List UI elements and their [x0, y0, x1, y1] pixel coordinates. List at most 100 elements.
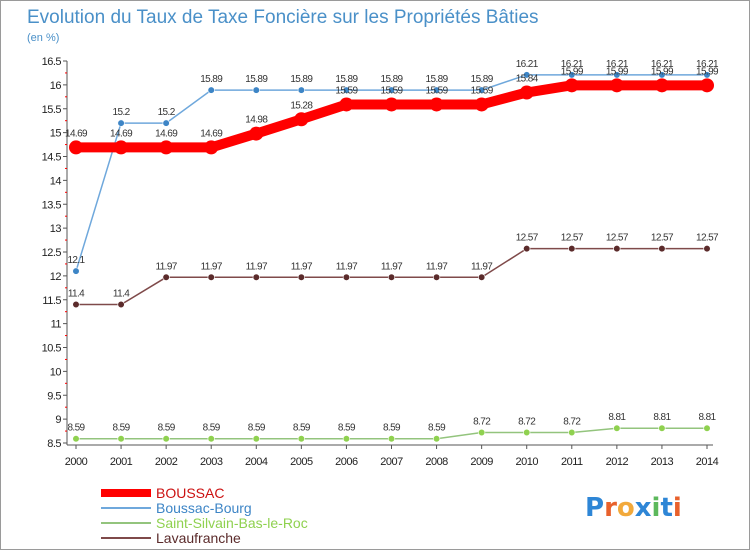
data-label-boussac-bourg: 15.89 — [245, 74, 268, 85]
series-layer — [69, 71, 714, 443]
point-boussac-bourg — [523, 71, 531, 79]
point-boussac-bourg — [207, 86, 215, 94]
x-tick-label: 2006 — [335, 456, 358, 468]
point-boussac-bourg — [613, 71, 621, 79]
point-saint-silvain-bas-le-roc — [252, 435, 260, 443]
point-boussac-bourg — [703, 71, 711, 79]
x-tick-label: 2012 — [606, 456, 629, 468]
point-lavaufranche — [658, 245, 666, 253]
data-label-lavaufranche: 12.57 — [561, 233, 584, 244]
point-boussac — [474, 97, 489, 112]
x-tick-label: 2014 — [696, 456, 719, 468]
data-label-saint-silvain-bas-le-roc: 8.72 — [563, 416, 581, 427]
point-boussac — [339, 97, 354, 112]
y-tick-label: 12.5 — [42, 247, 62, 259]
point-boussac-bourg — [162, 119, 170, 127]
x-tick-label: 2011 — [561, 456, 583, 468]
logo-letter: i — [673, 493, 682, 523]
data-label-saint-silvain-bas-le-roc: 8.59 — [383, 423, 401, 434]
point-saint-silvain-bas-le-roc — [658, 424, 666, 432]
logo-letter: P — [585, 493, 604, 523]
data-label-boussac: 14.69 — [200, 128, 223, 139]
x-tick-label: 2010 — [515, 456, 538, 468]
point-boussac — [249, 126, 264, 141]
data-label-boussac-bourg: 12.1 — [67, 255, 85, 266]
chart-title: Evolution du Taux de Taxe Foncière sur l… — [27, 7, 539, 28]
y-tick-label: 14.5 — [42, 152, 62, 164]
point-saint-silvain-bas-le-roc — [72, 435, 80, 443]
data-label-saint-silvain-bas-le-roc: 8.81 — [653, 412, 671, 423]
data-label-boussac-bourg: 15.2 — [113, 107, 131, 118]
data-label-saint-silvain-bas-le-roc: 8.59 — [338, 423, 356, 434]
data-label-boussac-bourg: 15.2 — [158, 107, 176, 118]
data-label-boussac: 14.69 — [155, 128, 178, 139]
y-tick-label: 11 — [51, 319, 62, 331]
point-boussac — [159, 140, 174, 155]
y-tick-label: 13.5 — [42, 199, 62, 211]
x-tick-label: 2004 — [245, 456, 268, 468]
point-saint-silvain-bas-le-roc — [432, 435, 441, 443]
y-tick-label: 16 — [50, 80, 62, 92]
data-label-saint-silvain-bas-le-roc: 8.72 — [518, 416, 536, 427]
point-boussac-bourg — [478, 86, 486, 94]
data-label-boussac-bourg: 15.89 — [290, 74, 313, 85]
y-tick-label: 14 — [50, 175, 62, 187]
data-label-boussac-bourg: 15.89 — [471, 74, 494, 85]
data-label-boussac-bourg: 15.89 — [335, 74, 358, 85]
unit-label: (en %) — [27, 32, 59, 44]
x-tick-label: 2013 — [651, 456, 674, 468]
point-lavaufranche — [432, 273, 441, 281]
data-label-lavaufranche: 11.97 — [155, 261, 177, 272]
data-label-boussac: 15.59 — [471, 85, 494, 96]
point-lavaufranche — [252, 273, 260, 281]
point-boussac — [384, 97, 399, 112]
point-saint-silvain-bas-le-roc — [568, 428, 576, 437]
y-tick-label: 9 — [55, 414, 61, 426]
point-lavaufranche — [703, 245, 711, 253]
logo-letter: t — [660, 493, 672, 523]
legend: BOUSSACBoussac-BourgSaint-Silvain-Bas-le… — [101, 485, 308, 546]
data-label-lavaufranche: 11.97 — [291, 261, 313, 272]
point-lavaufranche — [207, 273, 215, 281]
x-tick-label: 2005 — [290, 456, 313, 468]
logo-letter: o — [617, 493, 635, 523]
logo-letter: x — [635, 493, 652, 523]
point-lavaufranche — [568, 245, 576, 253]
point-boussac-bourg — [387, 86, 396, 94]
point-lavaufranche — [387, 273, 396, 281]
y-tick-label: 15 — [50, 128, 62, 140]
y-tick-label: 13 — [50, 223, 62, 235]
logo-letter: i — [652, 493, 661, 523]
point-boussac-bourg — [568, 71, 576, 79]
x-tick-label: 2001 — [110, 456, 133, 468]
data-label-boussac: 15.59 — [426, 85, 449, 96]
data-label-boussac-bourg: 15.89 — [426, 74, 449, 85]
point-boussac — [204, 140, 219, 155]
point-lavaufranche — [523, 245, 531, 253]
point-boussac-bourg — [117, 119, 125, 127]
x-tick-label: 2008 — [425, 456, 448, 468]
data-label-saint-silvain-bas-le-roc: 8.59 — [428, 423, 446, 434]
point-saint-silvain-bas-le-roc — [613, 424, 621, 432]
data-label-lavaufranche: 11.97 — [201, 261, 223, 272]
data-label-boussac: 15.59 — [335, 85, 358, 96]
point-lavaufranche — [342, 273, 351, 281]
legend-label-boussac-bourg: Boussac-Bourg — [156, 500, 252, 516]
x-tick-label: 2000 — [65, 456, 88, 468]
y-tick-label: 16.5 — [42, 56, 62, 68]
point-boussac — [654, 78, 669, 93]
data-label-boussac: 15.28 — [290, 100, 313, 111]
point-boussac-bourg — [342, 86, 351, 94]
point-saint-silvain-bas-le-roc — [523, 428, 531, 437]
point-lavaufranche — [162, 273, 170, 281]
data-label-saint-silvain-bas-le-roc: 8.59 — [113, 423, 131, 434]
y-tick-label: 11.5 — [42, 295, 61, 307]
point-boussac — [564, 78, 579, 93]
legend-label-saint-silvain-bas-le-roc: Saint-Silvain-Bas-le-Roc — [156, 515, 308, 531]
point-boussac — [519, 85, 534, 100]
point-boussac-bourg — [72, 267, 80, 275]
y-tick-label: 10.5 — [42, 343, 62, 355]
data-label-lavaufranche: 11.97 — [381, 261, 403, 272]
